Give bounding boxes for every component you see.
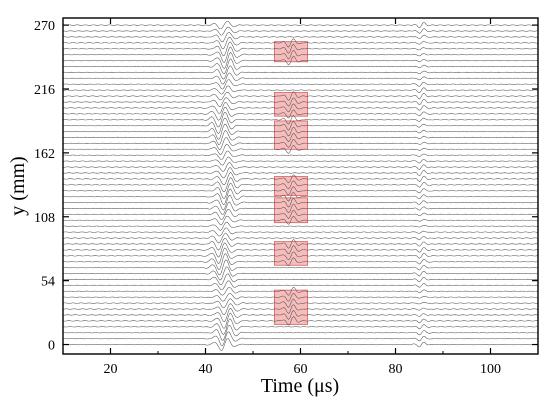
trace-33 bbox=[63, 143, 539, 155]
trace-43 bbox=[62, 85, 539, 95]
trace-18 bbox=[62, 232, 539, 244]
trace-45 bbox=[62, 72, 539, 85]
trace-21 bbox=[63, 215, 539, 226]
trace-24 bbox=[63, 194, 539, 211]
trace-23 bbox=[62, 201, 539, 215]
trace-51 bbox=[62, 36, 539, 50]
trace-54 bbox=[62, 21, 538, 30]
trace-36 bbox=[62, 123, 539, 140]
tick-labels: 20 40 60 80 100 0 54 108 162 216 270 bbox=[34, 18, 539, 377]
trace-50 bbox=[62, 41, 539, 57]
trace-2 bbox=[63, 324, 539, 341]
trace-19 bbox=[62, 227, 539, 237]
trace-37 bbox=[62, 117, 539, 134]
trace-53 bbox=[62, 26, 539, 36]
trace-9 bbox=[62, 286, 539, 296]
trace-14 bbox=[62, 253, 539, 270]
trace-44 bbox=[62, 79, 539, 90]
highlight-regions bbox=[273, 41, 309, 325]
highlight-region-5 bbox=[273, 92, 309, 117]
trace-29 bbox=[62, 167, 539, 179]
trace-series bbox=[62, 21, 539, 351]
y-tick-label-108: 108 bbox=[34, 211, 55, 226]
x-tick-label-80: 80 bbox=[389, 362, 403, 377]
trace-0 bbox=[62, 338, 539, 351]
trace-1 bbox=[62, 331, 539, 347]
trace-8 bbox=[63, 292, 539, 302]
trace-41 bbox=[62, 97, 538, 108]
trace-46 bbox=[63, 65, 539, 80]
trace-12 bbox=[62, 266, 539, 281]
trace-40 bbox=[62, 101, 539, 114]
trace-7 bbox=[62, 298, 539, 309]
trace-13 bbox=[62, 259, 539, 276]
trace-32 bbox=[62, 150, 539, 160]
trace-47 bbox=[62, 58, 538, 75]
trace-5 bbox=[63, 307, 539, 323]
trace-30 bbox=[63, 162, 539, 172]
y-tick-label-270: 270 bbox=[34, 19, 55, 34]
trace-27 bbox=[63, 177, 539, 192]
trace-4 bbox=[62, 312, 539, 329]
trace-35 bbox=[62, 130, 538, 146]
trace-48 bbox=[62, 52, 539, 69]
trace-15 bbox=[62, 247, 539, 265]
trace-10 bbox=[62, 280, 539, 291]
highlight-region-3 bbox=[273, 176, 309, 196]
highlight-region-2 bbox=[273, 197, 309, 224]
x-tick-label-100: 100 bbox=[480, 362, 501, 377]
x-axis-title: Time (μs) bbox=[261, 375, 339, 397]
trace-22 bbox=[62, 208, 539, 220]
trace-25 bbox=[62, 188, 539, 206]
trace-6 bbox=[62, 303, 539, 315]
highlight-region-6 bbox=[273, 41, 309, 63]
highlight-region-1 bbox=[273, 241, 309, 266]
highlight-region-0 bbox=[273, 289, 309, 325]
trace-16 bbox=[62, 242, 538, 258]
x-tick-label-40: 40 bbox=[199, 362, 213, 377]
y-tick-label-0: 0 bbox=[48, 339, 55, 354]
trace-49 bbox=[63, 46, 539, 63]
y-tick-label-216: 216 bbox=[34, 83, 55, 98]
trace-31 bbox=[62, 156, 539, 166]
trace-20 bbox=[62, 221, 539, 231]
trace-34 bbox=[62, 137, 539, 151]
trace-38 bbox=[62, 112, 538, 128]
trace-52 bbox=[63, 32, 539, 43]
y-tick-label-54: 54 bbox=[41, 275, 55, 290]
y-tick-label-162: 162 bbox=[34, 147, 55, 162]
trace-42 bbox=[62, 91, 539, 101]
x-tick-label-20: 20 bbox=[104, 362, 118, 377]
trace-11 bbox=[63, 273, 539, 286]
trace-26 bbox=[62, 182, 539, 199]
x-tick-label-60: 60 bbox=[294, 362, 308, 377]
y-axis-title: y (mm) bbox=[7, 156, 29, 215]
trace-17 bbox=[62, 238, 539, 251]
trace-3 bbox=[62, 318, 539, 335]
trace-28 bbox=[62, 172, 539, 186]
trace-39 bbox=[62, 106, 539, 121]
